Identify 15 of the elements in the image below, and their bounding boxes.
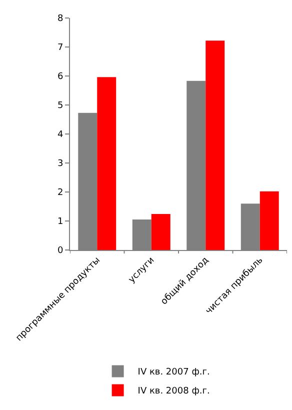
legend-label: IV кв. 2007 ф.г. — [138, 368, 210, 378]
bar — [206, 40, 225, 250]
y-tick-label: 1 — [57, 217, 64, 228]
y-tick-label: 3 — [57, 159, 64, 170]
y-tick-label: 7 — [57, 43, 64, 54]
y-tick-label: 0 — [57, 246, 64, 256]
legend-label: IV кв. 2008 ф.г. — [138, 386, 210, 397]
bar — [151, 214, 170, 250]
bar — [97, 77, 116, 250]
y-tick-label: 2 — [57, 188, 64, 198]
bar — [260, 191, 279, 250]
y-tick-label: 8 — [57, 14, 64, 24]
y-tick-label: 6 — [57, 72, 64, 82]
y-tick-label: 4 — [57, 130, 64, 140]
y-tick-label: 5 — [57, 101, 64, 112]
